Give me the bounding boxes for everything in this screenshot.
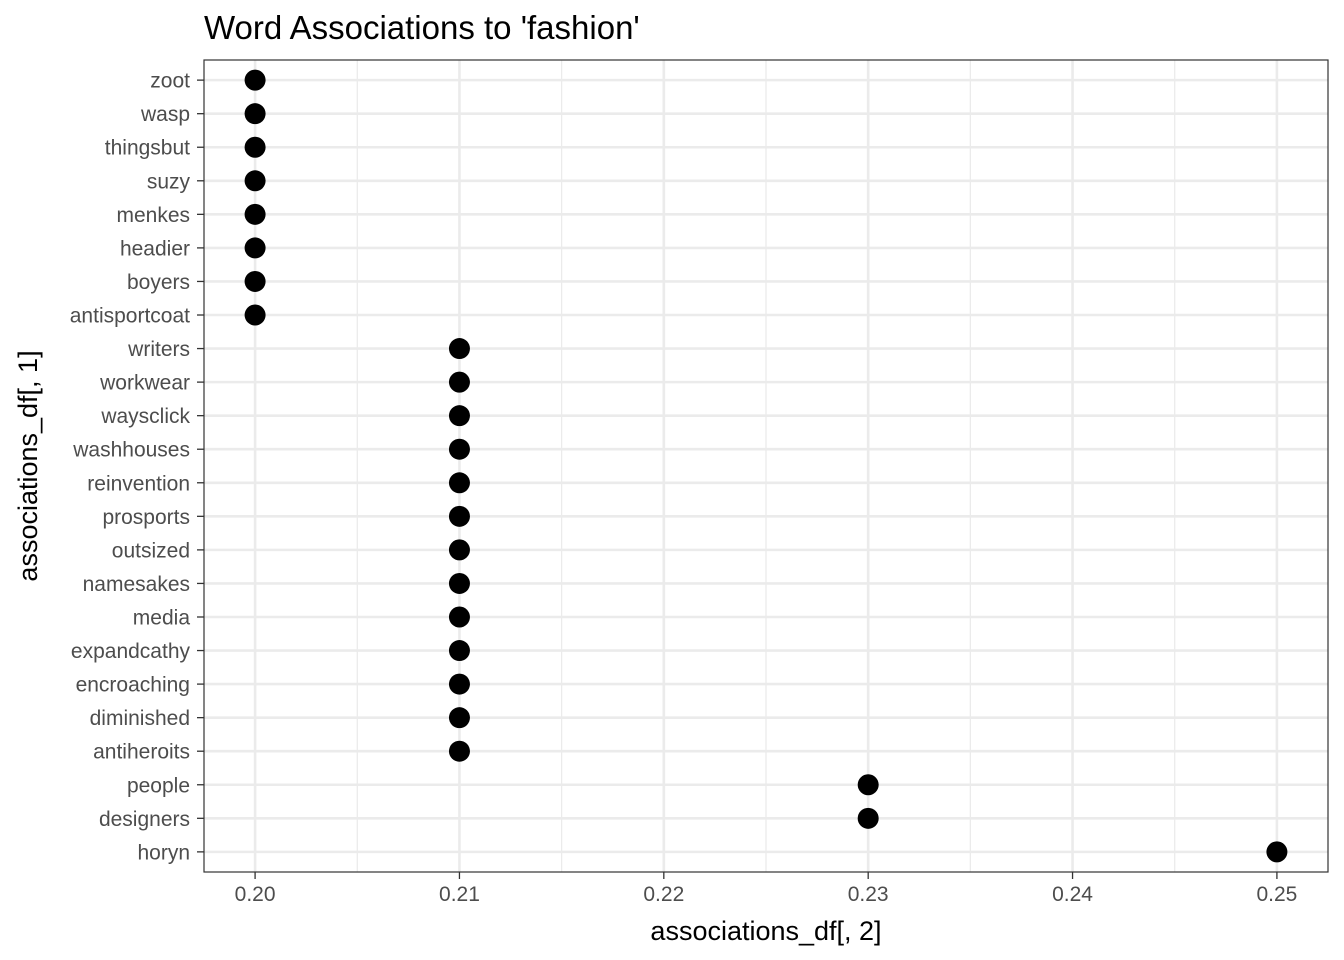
y-tick-label: horyn (137, 841, 190, 864)
y-tick-label: suzy (147, 170, 191, 193)
y-tick-label: wasp (140, 103, 190, 126)
y-tick-label: headier (120, 237, 190, 260)
y-tick-label: zoot (150, 70, 190, 93)
y-tick-label: prosports (102, 506, 190, 529)
y-tick-label: outsized (112, 539, 190, 562)
data-point-workwear (448, 371, 470, 393)
data-point-reinvention (448, 472, 470, 494)
minor-gridlines (356, 60, 1176, 872)
x-tick-label: 0.25 (1256, 883, 1297, 906)
y-tick-label: boyers (127, 271, 190, 294)
y-tick-label: thingsbut (105, 137, 190, 160)
data-point-designers (857, 807, 879, 829)
x-tick-label: 0.24 (1052, 883, 1093, 906)
y-tick-label: washhouses (72, 439, 190, 462)
y-axis: zoot wasp thingsbut suzy menkes headier boyers… (70, 70, 204, 864)
data-point-waysclick (448, 405, 470, 427)
data-point-outsized (448, 539, 470, 561)
y-tick-label: diminished (90, 707, 190, 730)
data-point-horyn (1266, 841, 1288, 863)
data-point-media (448, 606, 470, 628)
x-axis: 0.20 0.21 0.22 0.23 0.24 0.25 (235, 872, 1297, 906)
data-point-suzy (244, 170, 266, 192)
y-tick-label: reinvention (87, 472, 190, 495)
data-point-headier (244, 237, 266, 259)
data-point-wasp (244, 103, 266, 125)
y-tick-label: people (127, 774, 190, 797)
x-tick-label: 0.22 (643, 883, 684, 906)
data-point-zoot (244, 69, 266, 91)
major-gridlines (204, 60, 1328, 872)
y-tick-label: expandcathy (71, 640, 191, 663)
x-tick-label: 0.21 (439, 883, 480, 906)
y-tick-label: media (133, 606, 191, 629)
data-point-menkes (244, 203, 266, 225)
data-point-encroaching (448, 673, 470, 695)
data-points (244, 69, 1288, 863)
x-tick-label: 0.23 (848, 883, 889, 906)
data-point-thingsbut (244, 136, 266, 158)
y-axis-title: associations_df[, 1] (13, 350, 43, 581)
data-point-namesakes (448, 572, 470, 594)
x-axis-title: associations_df[, 2] (650, 916, 881, 946)
y-tick-label: waysclick (100, 405, 190, 428)
data-point-people (857, 774, 879, 796)
x-tick-label: 0.20 (235, 883, 276, 906)
y-tick-label: workwear (99, 372, 190, 395)
data-point-antisportcoat (244, 304, 266, 326)
y-tick-label: designers (99, 808, 190, 831)
data-point-washhouses (448, 438, 470, 460)
y-tick-label: encroaching (76, 674, 190, 697)
data-point-prosports (448, 505, 470, 527)
data-point-expandcathy (448, 640, 470, 662)
y-tick-label: writers (127, 338, 190, 361)
y-tick-label: antisportcoat (70, 305, 190, 328)
data-point-diminished (448, 707, 470, 729)
chart-title: Word Associations to 'fashion' (204, 9, 640, 46)
data-point-antiheroits (448, 740, 470, 762)
data-point-boyers (244, 270, 266, 292)
y-tick-label: namesakes (83, 573, 190, 596)
data-point-writers (448, 338, 470, 360)
plot-panel-border (203, 59, 1329, 873)
y-tick-label: antiheroits (93, 741, 190, 764)
y-tick-label: menkes (116, 204, 190, 227)
